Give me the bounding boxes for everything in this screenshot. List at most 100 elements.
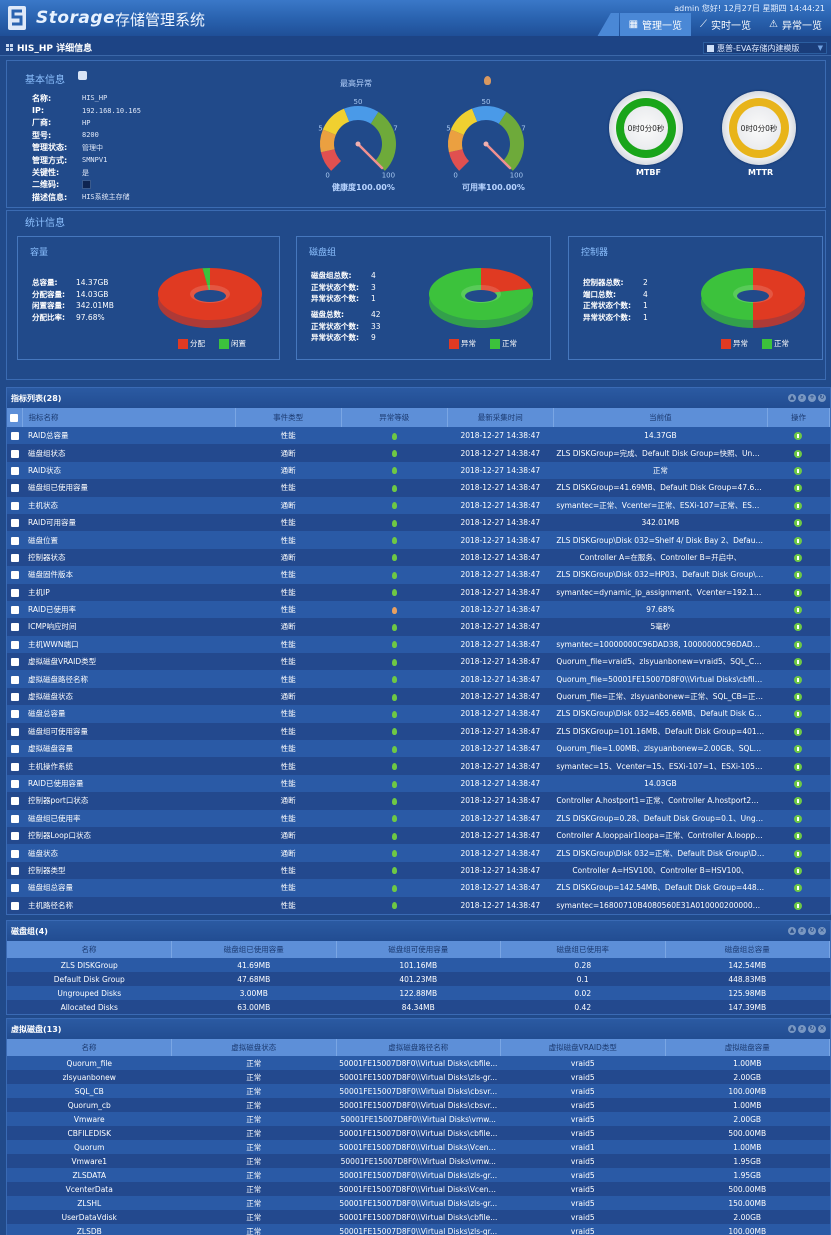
operation-button[interactable] — [767, 740, 830, 758]
row-checkbox[interactable] — [7, 618, 22, 636]
operation-button[interactable] — [767, 809, 830, 827]
operation-button[interactable] — [767, 618, 830, 636]
table-row[interactable]: CBFILEDISK 正常 50001FE15007D8F0\\Virtual Di… — [7, 1126, 830, 1140]
operation-button[interactable] — [767, 531, 830, 549]
table-row[interactable]: 虚拟磁盘状态 通断 2018-12-27 14:38:47 Quorum_file=正… — [7, 687, 830, 706]
operation-button[interactable] — [767, 461, 830, 480]
donut-slice[interactable]: 闲置 — [202, 268, 210, 294]
table-row[interactable]: 磁盘组总容量 性能 2018-12-27 14:38:47 ZLS DISKGroup… — [7, 879, 830, 897]
donut-slice[interactable]: 异常 — [481, 268, 532, 294]
operation-button[interactable] — [767, 427, 830, 445]
operation-button[interactable] — [767, 479, 830, 497]
operation-button[interactable] — [767, 687, 830, 706]
row-checkbox[interactable] — [7, 670, 22, 688]
operation-button[interactable] — [767, 879, 830, 897]
table-row[interactable]: ICMP响应时间 通断 2018-12-27 14:38:47 5毫秒 — [7, 618, 830, 636]
operation-button[interactable] — [767, 705, 830, 723]
table-row[interactable]: 控制器port口状态 通断 2018-12-27 14:38:47 Controlle… — [7, 792, 830, 810]
table-row[interactable]: 虚拟磁盘容量 性能 2018-12-27 14:38:47 Quorum_file=1… — [7, 740, 830, 758]
tab-management-overview[interactable]: ▦ 管理一览 — [619, 13, 692, 36]
tab-realtime-overview[interactable]: ⟋ 实时一览 — [691, 13, 760, 36]
row-checkbox[interactable] — [7, 461, 22, 480]
table-row[interactable]: 主机路径名称 性能 2018-12-27 14:38:47 symantec=1680… — [7, 896, 830, 914]
operation-button[interactable] — [767, 722, 830, 741]
column-header[interactable]: 磁盘组已使用容量 — [171, 941, 337, 958]
row-checkbox[interactable] — [7, 427, 22, 445]
column-header[interactable]: 最新采集时间 — [447, 408, 554, 427]
table-row[interactable]: SQL_CB 正常 50001FE15007D8F0\\Virtual Disks\… — [7, 1084, 830, 1098]
close-icon[interactable]: × — [818, 927, 826, 935]
tab-alarm-overview[interactable]: ⚠ 异常一览 — [760, 13, 831, 36]
column-header[interactable]: 名称 — [7, 1039, 172, 1056]
table-row[interactable]: 磁盘组状态 通断 2018-12-27 14:38:47 ZLS DISKGroup=… — [7, 444, 830, 462]
column-header[interactable]: 名称 — [7, 941, 172, 958]
donut-slice[interactable]: 正常 — [701, 268, 753, 320]
column-header[interactable]: 虚拟磁盘容量 — [665, 1039, 830, 1056]
table-row[interactable]: 虚拟磁盘VRAID类型 性能 2018-12-27 14:38:47 Quorum_f… — [7, 653, 830, 671]
donut-slice[interactable]: 异常 — [753, 268, 805, 320]
table-row[interactable]: ZLSHL 正常 50001FE15007D8F0\\Virtual Disks\z… — [7, 1196, 830, 1210]
table-row[interactable]: ZLS DISKGroup 41.69MB 101.16MB 0.28 142.54MB — [7, 958, 830, 972]
column-header[interactable]: 磁盘组可使用容量 — [336, 941, 501, 958]
table-row[interactable]: 主机IP 性能 2018-12-27 14:38:47 symantec=dynami… — [7, 583, 830, 601]
column-header[interactable]: 指标名称 — [22, 408, 236, 427]
table-row[interactable]: zlsyuanbonew 正常 50001FE15007D8F0\\Virtual … — [7, 1070, 830, 1084]
operation-button[interactable] — [767, 444, 830, 462]
row-checkbox[interactable] — [7, 531, 22, 549]
column-header[interactable]: 当前值 — [553, 408, 768, 427]
operation-button[interactable] — [767, 792, 830, 810]
row-checkbox[interactable] — [7, 583, 22, 601]
column-header[interactable]: 操作 — [767, 408, 831, 427]
table-row[interactable]: VcenterData 正常 50001FE15007D8F0\\Virtual D… — [7, 1182, 830, 1196]
collapse-icon[interactable]: ▲ — [788, 927, 796, 935]
table-row[interactable]: 磁盘组可使用容量 性能 2018-12-27 14:38:47 ZLS DISKGro… — [7, 722, 830, 741]
table-row[interactable]: 控制器Loop口状态 通断 2018-12-27 14:38:47 Controlle… — [7, 826, 830, 845]
row-checkbox[interactable] — [7, 653, 22, 671]
table-row[interactable]: Ungrouped Disks 3.00MB 122.88MB 0.02 125.98M… — [7, 986, 830, 1000]
table-row[interactable]: 磁盘总容量 性能 2018-12-27 14:38:47 ZLS DISKGroup\… — [7, 705, 830, 723]
column-header[interactable]: 虚拟磁盘VRAID类型 — [500, 1039, 666, 1056]
row-checkbox[interactable] — [7, 809, 22, 827]
operation-button[interactable] — [767, 583, 830, 601]
column-header[interactable]: 虚拟磁盘状态 — [171, 1039, 337, 1056]
row-checkbox[interactable] — [7, 705, 22, 723]
column-header[interactable]: 磁盘组总容量 — [665, 941, 830, 958]
table-row[interactable]: Vmware1 正常 50001FE15007D8F0\\Virtual Disks… — [7, 1154, 830, 1168]
table-row[interactable]: 主机状态 通断 2018-12-27 14:38:47 symantec=正常、Vce… — [7, 496, 830, 514]
operation-button[interactable] — [767, 653, 830, 671]
search-icon[interactable]: ⌕ — [798, 927, 806, 935]
column-header[interactable]: 事件类型 — [235, 408, 342, 427]
operation-button[interactable] — [767, 844, 830, 862]
row-checkbox[interactable] — [7, 444, 22, 462]
row-checkbox[interactable] — [7, 722, 22, 741]
row-checkbox[interactable] — [7, 687, 22, 706]
operation-button[interactable] — [767, 861, 830, 880]
operation-button[interactable] — [767, 600, 830, 619]
row-checkbox[interactable] — [7, 757, 22, 775]
add-icon[interactable]: + — [808, 394, 816, 402]
operation-button[interactable] — [767, 496, 830, 514]
table-row[interactable]: 主机操作系统 性能 2018-12-27 14:38:47 symantec=15、V… — [7, 757, 830, 775]
table-row[interactable]: RAID状态 通断 2018-12-27 14:38:47 正常 — [7, 461, 830, 480]
operation-button[interactable] — [767, 566, 830, 584]
table-row[interactable]: UserDataVdisk 正常 50001FE15007D8F0\\Virtual… — [7, 1210, 830, 1224]
table-row[interactable]: 磁盘位置 性能 2018-12-27 14:38:47 ZLS DISKGroup\D… — [7, 531, 830, 549]
refresh-icon[interactable]: ↻ — [818, 394, 826, 402]
operation-button[interactable] — [767, 548, 830, 567]
table-row[interactable]: Allocated Disks 63.00MB 84.34MB 0.42 147.39M… — [7, 1000, 830, 1014]
table-row[interactable]: Quorum_file 正常 50001FE15007D8F0\\Virtual D… — [7, 1056, 830, 1070]
operation-button[interactable] — [767, 757, 830, 775]
operation-button[interactable] — [767, 896, 830, 914]
operation-button[interactable] — [767, 513, 830, 532]
operation-button[interactable] — [767, 774, 830, 793]
search-icon[interactable]: ⌕ — [798, 394, 806, 402]
table-row[interactable]: 虚拟磁盘路径名称 性能 2018-12-27 14:38:47 Quorum_file… — [7, 670, 830, 688]
table-row[interactable]: RAID已使用率 性能 2018-12-27 14:38:47 97.68% — [7, 600, 830, 619]
row-checkbox[interactable] — [7, 479, 22, 497]
qr-code-icon[interactable] — [82, 180, 91, 190]
column-header[interactable]: 虚拟磁盘路径名称 — [336, 1039, 501, 1056]
table-row[interactable]: Default Disk Group 47.68MB 401.23MB 0.1 448.… — [7, 972, 830, 986]
table-row[interactable]: RAID可用容量 性能 2018-12-27 14:38:47 342.01MB — [7, 513, 830, 532]
table-row[interactable]: 控制器类型 性能 2018-12-27 14:38:47 Controller A=H… — [7, 861, 830, 880]
table-row[interactable]: 磁盘状态 通断 2018-12-27 14:38:47 ZLS DISKGroup\D… — [7, 844, 830, 862]
